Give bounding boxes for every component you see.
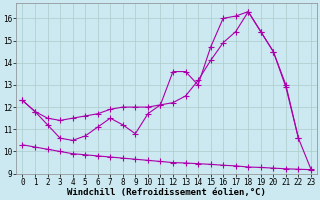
X-axis label: Windchill (Refroidissement éolien,°C): Windchill (Refroidissement éolien,°C) <box>67 188 266 197</box>
